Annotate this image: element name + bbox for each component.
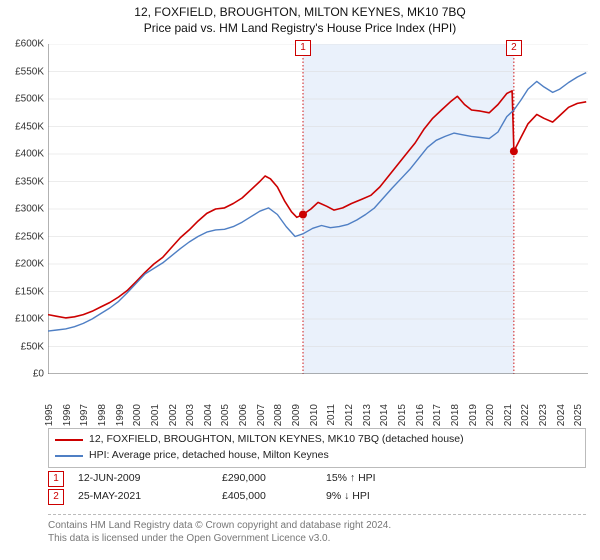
x-tick-label: 1998	[97, 404, 108, 426]
y-tick-label: £500K	[15, 94, 44, 105]
footer-line: Contains HM Land Registry data © Crown c…	[48, 519, 586, 532]
marker-delta: 9% ↓ HPI	[326, 488, 370, 506]
y-tick-label: £600K	[15, 39, 44, 50]
y-tick-label: £50K	[21, 341, 44, 352]
x-tick-label: 2023	[538, 404, 549, 426]
marker-row: 1 12-JUN-2009 £290,000 15% ↑ HPI	[48, 470, 586, 488]
x-tick-label: 1996	[62, 404, 73, 426]
legend-label: HPI: Average price, detached house, Milt…	[89, 448, 329, 464]
y-tick-label: £200K	[15, 259, 44, 270]
marker-date: 12-JUN-2009	[78, 470, 208, 488]
chart-marker-badge: 1	[295, 40, 311, 56]
marker-badge-icon: 1	[48, 471, 64, 487]
legend-row: 12, FOXFIELD, BROUGHTON, MILTON KEYNES, …	[55, 432, 579, 448]
x-tick-label: 2022	[520, 404, 531, 426]
marker-price: £405,000	[222, 488, 312, 506]
x-tick-label: 2008	[273, 404, 284, 426]
x-tick-label: 1999	[115, 404, 126, 426]
x-tick-label: 1995	[44, 404, 55, 426]
marker-row: 2 25-MAY-2021 £405,000 9% ↓ HPI	[48, 488, 586, 506]
x-tick-label: 1997	[79, 404, 90, 426]
chart-svg	[48, 44, 588, 374]
chart-marker-badge: 2	[506, 40, 522, 56]
title-line-1: 12, FOXFIELD, BROUGHTON, MILTON KEYNES, …	[0, 4, 600, 20]
legend-row: HPI: Average price, detached house, Milt…	[55, 448, 579, 464]
footer-note: Contains HM Land Registry data © Crown c…	[48, 514, 586, 545]
chart-area: £0£50K£100K£150K£200K£250K£300K£350K£400…	[48, 44, 588, 404]
markers-block: 1 12-JUN-2009 £290,000 15% ↑ HPI 2 25-MA…	[48, 470, 586, 506]
x-tick-label: 2010	[309, 404, 320, 426]
x-tick-label: 2003	[185, 404, 196, 426]
x-tick-label: 2016	[415, 404, 426, 426]
y-tick-label: £450K	[15, 121, 44, 132]
x-tick-label: 2001	[150, 404, 161, 426]
y-tick-label: £400K	[15, 149, 44, 160]
x-tick-label: 2020	[485, 404, 496, 426]
footer-line: This data is licensed under the Open Gov…	[48, 532, 586, 545]
chart-title-block: 12, FOXFIELD, BROUGHTON, MILTON KEYNES, …	[0, 0, 600, 36]
x-tick-label: 2021	[503, 404, 514, 426]
x-tick-label: 2012	[344, 404, 355, 426]
x-tick-label: 2018	[450, 404, 461, 426]
y-tick-label: £250K	[15, 231, 44, 242]
x-tick-label: 2024	[556, 404, 567, 426]
legend-swatch-hpi	[55, 455, 83, 457]
y-tick-label: £300K	[15, 204, 44, 215]
y-tick-label: £100K	[15, 314, 44, 325]
y-tick-label: £0	[33, 369, 44, 380]
x-tick-label: 2019	[468, 404, 479, 426]
x-tick-label: 2013	[362, 404, 373, 426]
y-tick-label: £150K	[15, 286, 44, 297]
x-tick-label: 2015	[397, 404, 408, 426]
x-tick-label: 2017	[432, 404, 443, 426]
marker-badge-icon: 2	[48, 489, 64, 505]
x-tick-label: 2025	[573, 404, 584, 426]
legend-swatch-property	[55, 439, 83, 441]
x-tick-label: 2014	[379, 404, 390, 426]
marker-date: 25-MAY-2021	[78, 488, 208, 506]
title-line-2: Price paid vs. HM Land Registry's House …	[0, 20, 600, 36]
y-tick-label: £350K	[15, 176, 44, 187]
legend-box: 12, FOXFIELD, BROUGHTON, MILTON KEYNES, …	[48, 428, 586, 468]
x-tick-label: 2006	[238, 404, 249, 426]
x-tick-label: 2002	[168, 404, 179, 426]
x-tick-label: 2004	[203, 404, 214, 426]
marker-price: £290,000	[222, 470, 312, 488]
x-tick-label: 2000	[132, 404, 143, 426]
x-tick-label: 2005	[220, 404, 231, 426]
x-tick-label: 2011	[326, 404, 337, 426]
x-tick-label: 2007	[256, 404, 267, 426]
y-tick-label: £550K	[15, 66, 44, 77]
legend-label: 12, FOXFIELD, BROUGHTON, MILTON KEYNES, …	[89, 432, 464, 448]
x-tick-label: 2009	[291, 404, 302, 426]
marker-delta: 15% ↑ HPI	[326, 470, 376, 488]
